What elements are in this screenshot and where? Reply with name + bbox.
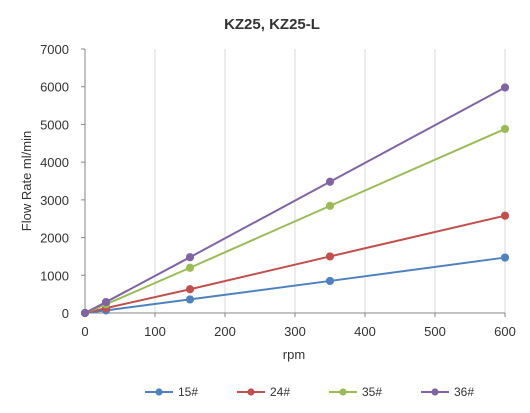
data-point [80, 308, 90, 318]
x-tick-label: 600 [494, 324, 516, 339]
data-point [325, 201, 335, 210]
legend-swatch-marker [155, 388, 163, 396]
legend-label: 36# [454, 385, 474, 399]
y-axis-title: Flow Rate ml/min [19, 131, 34, 231]
legend-swatch-marker [431, 388, 439, 396]
legend-swatch-marker [247, 388, 255, 396]
x-tick-label: 200 [214, 324, 236, 339]
data-point [185, 263, 195, 272]
x-tick-label: 300 [284, 324, 306, 339]
y-tick-label: 5000 [40, 117, 69, 132]
legend-label: 15# [178, 385, 198, 399]
x-axis-title: rpm [283, 347, 305, 362]
y-tick-label: 6000 [40, 80, 69, 95]
legend-item: 36# [421, 385, 474, 399]
data-point [500, 83, 510, 92]
data-point [185, 253, 195, 262]
chart-title: KZ25, KZ25-L [224, 16, 320, 33]
series-area [80, 83, 510, 318]
data-point [325, 252, 335, 261]
y-tick-label: 0 [62, 306, 69, 321]
data-point [185, 295, 195, 304]
legend: 15# 24# 35# 36# [145, 385, 474, 399]
legend-item: 15# [145, 385, 198, 399]
data-point [325, 276, 335, 286]
x-tick-label: 0 [81, 324, 88, 339]
data-point [325, 177, 335, 186]
data-point [500, 253, 510, 262]
series-4 [80, 83, 510, 318]
y-tick-label: 3000 [40, 193, 69, 208]
y-tick-label: 4000 [40, 155, 69, 170]
legend-item: 35# [329, 385, 382, 399]
x-tick-label: 400 [354, 324, 376, 339]
legend-item: 24# [237, 385, 290, 399]
axes: 0 1000 2000 3000 4000 5000 6000 7000 0 100 200 300 4… [40, 42, 516, 339]
x-tick-label: 100 [144, 324, 166, 339]
legend-swatch-marker [339, 388, 347, 396]
x-tick-label: 500 [424, 324, 446, 339]
legend-label: 24# [270, 385, 290, 399]
data-point [500, 211, 510, 220]
data-point [101, 297, 111, 307]
data-point [185, 285, 195, 294]
grid [154, 49, 506, 313]
data-point [500, 124, 510, 134]
y-tick-label: 2000 [40, 231, 69, 246]
y-tick-label: 7000 [40, 42, 69, 57]
y-tick-label: 1000 [40, 268, 69, 283]
legend-label: 35# [362, 385, 382, 399]
